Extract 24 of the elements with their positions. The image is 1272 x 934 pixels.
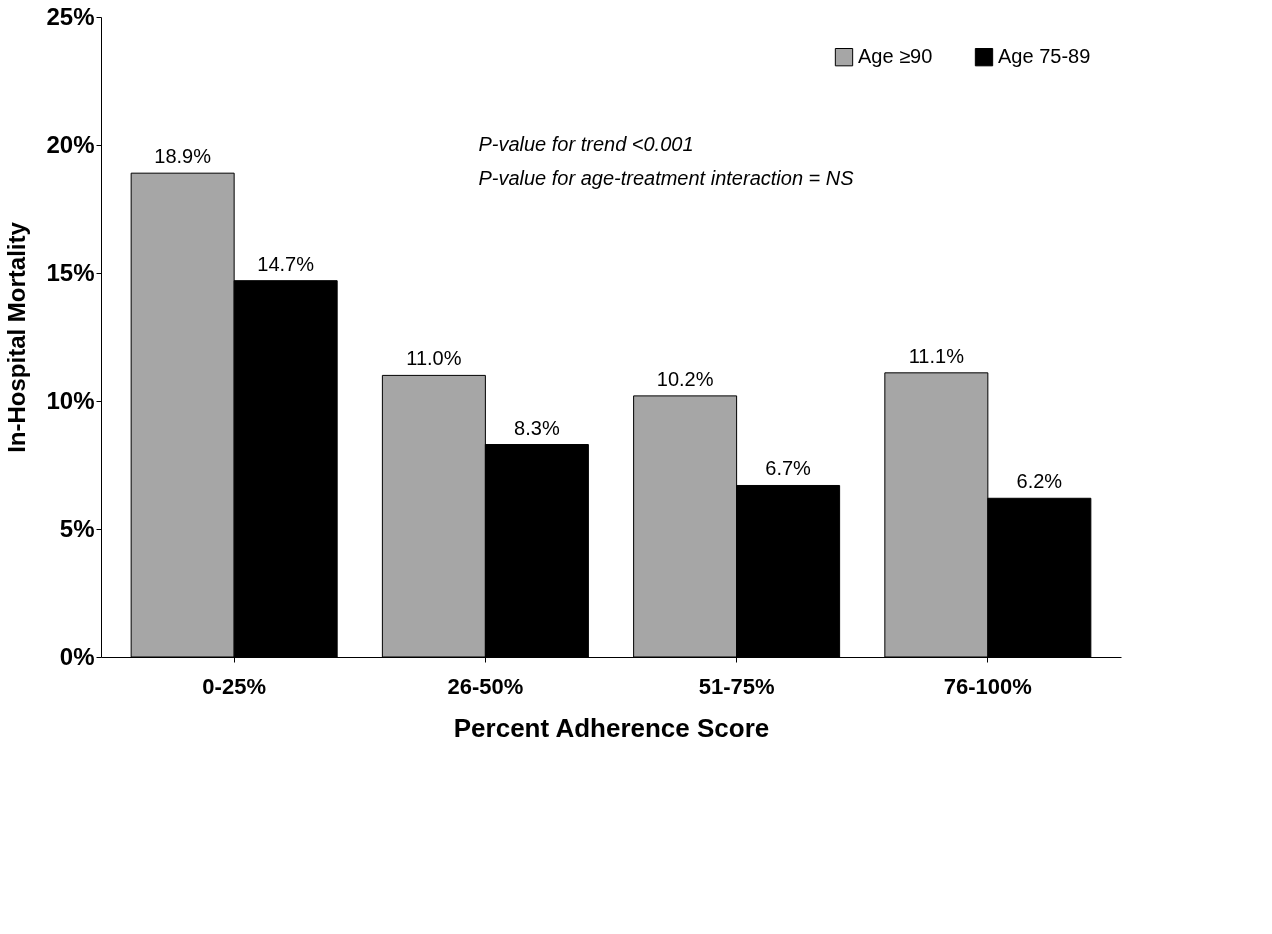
x-tick-label: 26-50%: [447, 673, 524, 699]
x-tick-label: 76-100%: [943, 673, 1032, 699]
y-tick-label: 0%: [59, 642, 95, 670]
legend-label: Age 75-89: [998, 45, 1091, 68]
data-label: 18.9%: [154, 145, 212, 168]
data-label: 8.3%: [514, 416, 560, 439]
y-tick-label: 15%: [46, 258, 95, 286]
data-label: 11.1%: [908, 344, 965, 367]
y-axis-title: In-Hospital Mortality: [3, 221, 31, 453]
x-axis-title: Percent Adherence Score: [453, 712, 770, 743]
annotation: P-value for trend <0.001: [478, 133, 694, 155]
x-tick-label: 51-75%: [698, 673, 775, 699]
legend-label: Age ≥90: [858, 45, 933, 68]
y-tick-label: 10%: [46, 386, 95, 414]
data-label: 6.2%: [1016, 470, 1063, 493]
data-label: 6.7%: [765, 457, 812, 480]
x-tick-label: 0-25%: [202, 673, 266, 699]
y-tick-label: 25%: [46, 2, 95, 30]
data-label: 14.7%: [257, 252, 315, 275]
y-tick-label: 20%: [46, 130, 95, 158]
annotation: P-value for age-treatment interaction = NS: [478, 167, 855, 189]
data-label: 11.0%: [406, 347, 462, 370]
y-tick-label: 5%: [59, 514, 95, 542]
data-label: 10.2%: [656, 367, 714, 390]
